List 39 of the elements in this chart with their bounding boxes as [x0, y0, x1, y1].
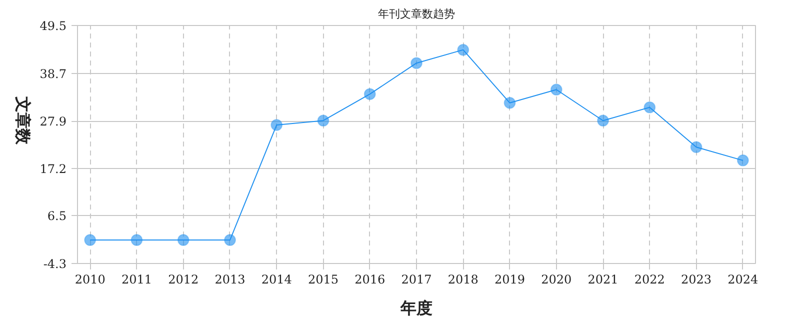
x-tick-label: 2010 — [74, 272, 106, 286]
x-tick-label: 2017 — [401, 272, 432, 286]
point — [690, 141, 702, 154]
x-tick-label: 2015 — [308, 272, 339, 286]
x-tick-label: 2012 — [168, 272, 199, 286]
point — [130, 234, 143, 246]
x-tick-label: 2023 — [681, 272, 712, 286]
y-tick-label: -4.3 — [43, 257, 66, 271]
point — [317, 114, 330, 127]
y-tick-label: 38.7 — [40, 66, 66, 81]
x-tick-label: 2018 — [448, 272, 478, 286]
x-tick-label: 2021 — [588, 272, 618, 286]
point — [177, 234, 190, 246]
point — [224, 234, 236, 246]
y-tick-label: 27.9 — [40, 114, 66, 129]
point — [364, 88, 376, 100]
y-tick-label: 6.5 — [47, 209, 67, 224]
point — [504, 96, 516, 109]
point — [597, 114, 610, 127]
point — [410, 57, 422, 70]
point — [457, 44, 470, 56]
x-tick-label: 2024 — [728, 272, 759, 286]
point — [736, 154, 749, 166]
x-tick-label: 2022 — [634, 272, 665, 286]
y-tick-label: 17.2 — [40, 162, 66, 176]
x-tick-label: 2020 — [541, 272, 572, 286]
point — [550, 84, 562, 96]
x-tick-label: 2011 — [121, 272, 152, 286]
x-tick-label: 2016 — [354, 272, 386, 286]
y-axis-title: 文章数 — [13, 96, 32, 146]
y-tick-label: 49.5 — [40, 19, 66, 33]
chart-title: 年刊文章数趋势 — [378, 8, 455, 20]
point — [644, 101, 656, 114]
x-tick-label: 2014 — [261, 272, 292, 286]
x-tick-label: 2013 — [214, 272, 246, 286]
point — [270, 119, 283, 132]
x-tick-label: 2019 — [494, 272, 526, 286]
point — [84, 234, 96, 246]
x-axis-title: 年度 — [400, 298, 432, 318]
